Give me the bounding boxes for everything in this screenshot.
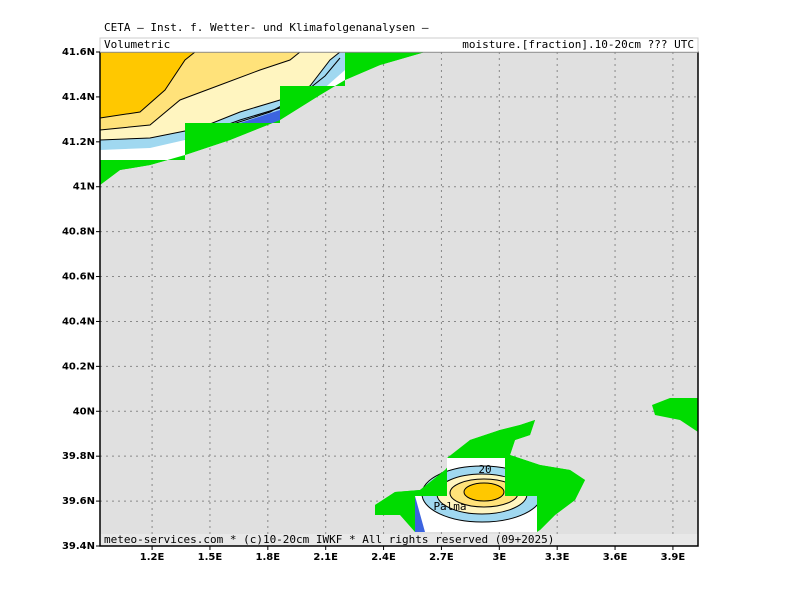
x-tick-label: 2.7E (429, 552, 454, 563)
y-tick-label: 39.6N (62, 496, 95, 507)
chart-title: CETA — Inst. f. Wetter- und Klimafolgena… (104, 21, 429, 34)
x-tick-label: 3E (492, 552, 506, 563)
footer: meteo-services.com * (c)10-20cm IWKF * A… (104, 533, 554, 546)
y-tick-label: 40.2N (62, 361, 95, 372)
y-tick-label: 40.4N (62, 316, 95, 327)
place-label: Palma (433, 500, 466, 513)
menorca (652, 398, 698, 432)
ticks: 1.2E 1.5E 1.8E 2.1E 2.4E 2.7E 3E 3.3E 3.6E 3.9E 41… (62, 47, 685, 563)
x-tick-label: 2.1E (313, 552, 338, 563)
x-tick-label: 3.9E (661, 552, 686, 563)
y-tick-label: 40.6N (62, 272, 95, 283)
y-tick-label: 41.4N (62, 92, 95, 103)
mallorca: 20 Palma (375, 420, 585, 532)
subtitle-left: Volumetric (104, 38, 170, 51)
x-tick-label: 2.4E (371, 552, 396, 563)
y-tick-label: 40.8N (62, 227, 95, 238)
footer-bar (100, 534, 698, 546)
x-tick-label: 1.8E (256, 552, 281, 563)
y-tick-label: 39.8N (62, 451, 95, 462)
y-tick-label: 41.2N (62, 137, 95, 148)
y-tick-label: 41.6N (62, 47, 95, 58)
x-tick-label: 3.3E (545, 552, 570, 563)
x-tick-label: 3.6E (603, 552, 628, 563)
y-tick-label: 41N (73, 182, 95, 193)
y-tick-label: 40N (73, 406, 95, 417)
subtitle-right: moisture.[fraction].10-20cm ??? UTC (462, 38, 694, 51)
subtitle-bar (99, 37, 699, 53)
y-tick-label: 39.4N (62, 541, 95, 552)
x-tick-label: 1.2E (140, 552, 165, 563)
mainland (99, 51, 425, 185)
contour-label: 20 (478, 463, 491, 476)
x-tick-label: 1.5E (198, 552, 223, 563)
